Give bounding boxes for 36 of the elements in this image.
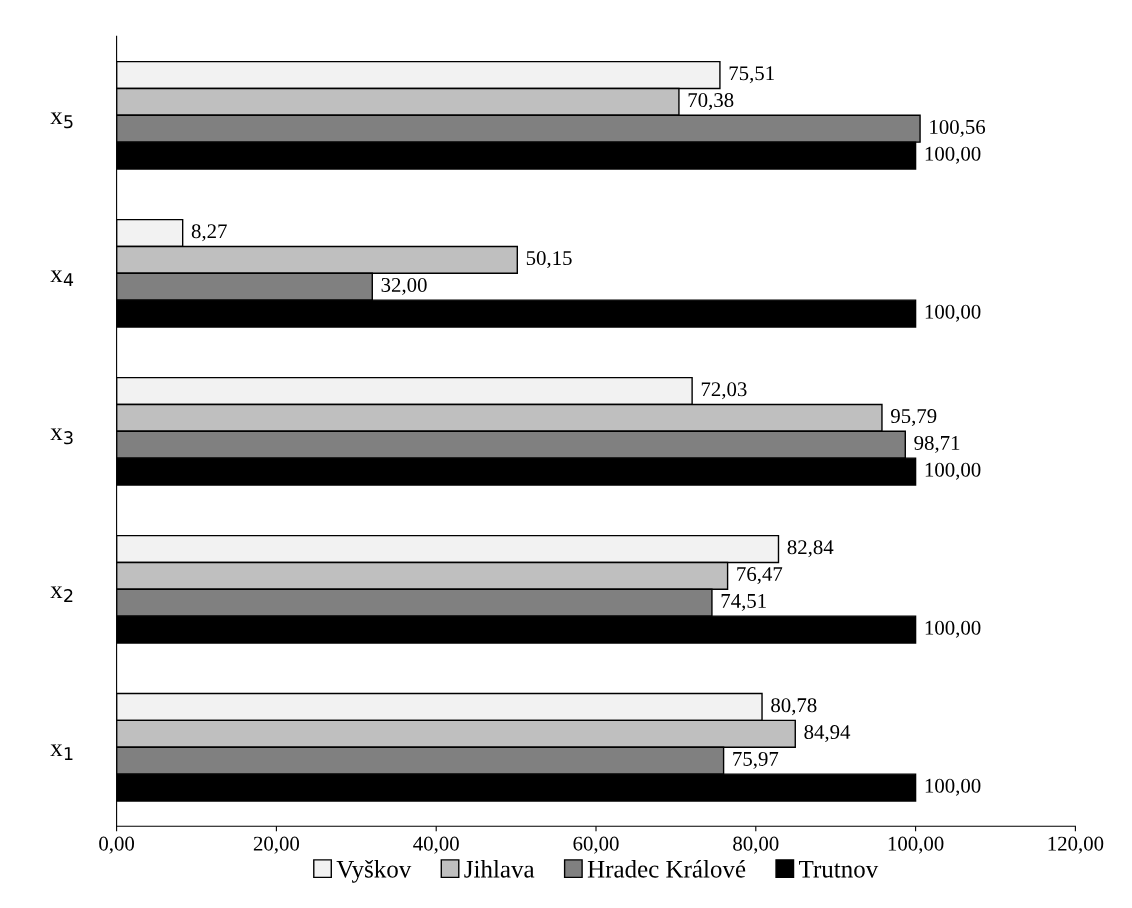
data-label: 32,00 (381, 277, 427, 295)
y-tick-label: x$_{1}$ (50, 744, 73, 761)
y-tick-label: x$_{2}$ (50, 586, 73, 603)
data-label: 70,38 (688, 93, 734, 111)
data-label: 82,84 (787, 540, 834, 558)
data-label: 100,00 (925, 620, 981, 638)
x-tick-label: 40,00 (413, 836, 459, 854)
data-label: 100,00 (925, 304, 981, 322)
data-label: 100,00 (925, 462, 981, 480)
data-label: 80,78 (771, 698, 817, 716)
data-label: 75,97 (733, 751, 779, 769)
x-tick-label: 120,00 (1048, 836, 1104, 854)
x-tick-label: 100,00 (888, 836, 944, 854)
data-label: 72,03 (701, 382, 747, 400)
data-label: 100,56 (930, 119, 986, 137)
data-label: 100,00 (925, 778, 981, 796)
data-label: 74,51 (721, 593, 766, 611)
data-label: 100,00 (925, 146, 981, 164)
data-label: 76,47 (737, 567, 783, 585)
data-label: 75,51 (729, 66, 774, 84)
x-tick-label: 80,00 (733, 836, 779, 854)
x-tick-label: 20,00 (253, 836, 300, 854)
legend-label: Trutnov (799, 861, 879, 878)
legend-label: Hradec Králové (587, 860, 746, 878)
y-tick-label: x$_{4}$ (50, 270, 74, 287)
y-tick-label: x$_{3}$ (50, 428, 73, 445)
legend-label: Vyškov (336, 859, 412, 883)
y-tick-label: x$_{5}$ (50, 112, 73, 129)
data-label: 84,94 (804, 725, 851, 743)
data-label: 98,71 (914, 435, 960, 453)
data-label: 50,15 (526, 251, 572, 269)
x-tick-label: 60,00 (573, 836, 619, 854)
legend-label: Jihlava (464, 860, 535, 878)
data-label: 8,27 (191, 224, 227, 242)
data-label: 95,79 (890, 409, 937, 427)
x-tick-label: 0,00 (99, 836, 135, 854)
